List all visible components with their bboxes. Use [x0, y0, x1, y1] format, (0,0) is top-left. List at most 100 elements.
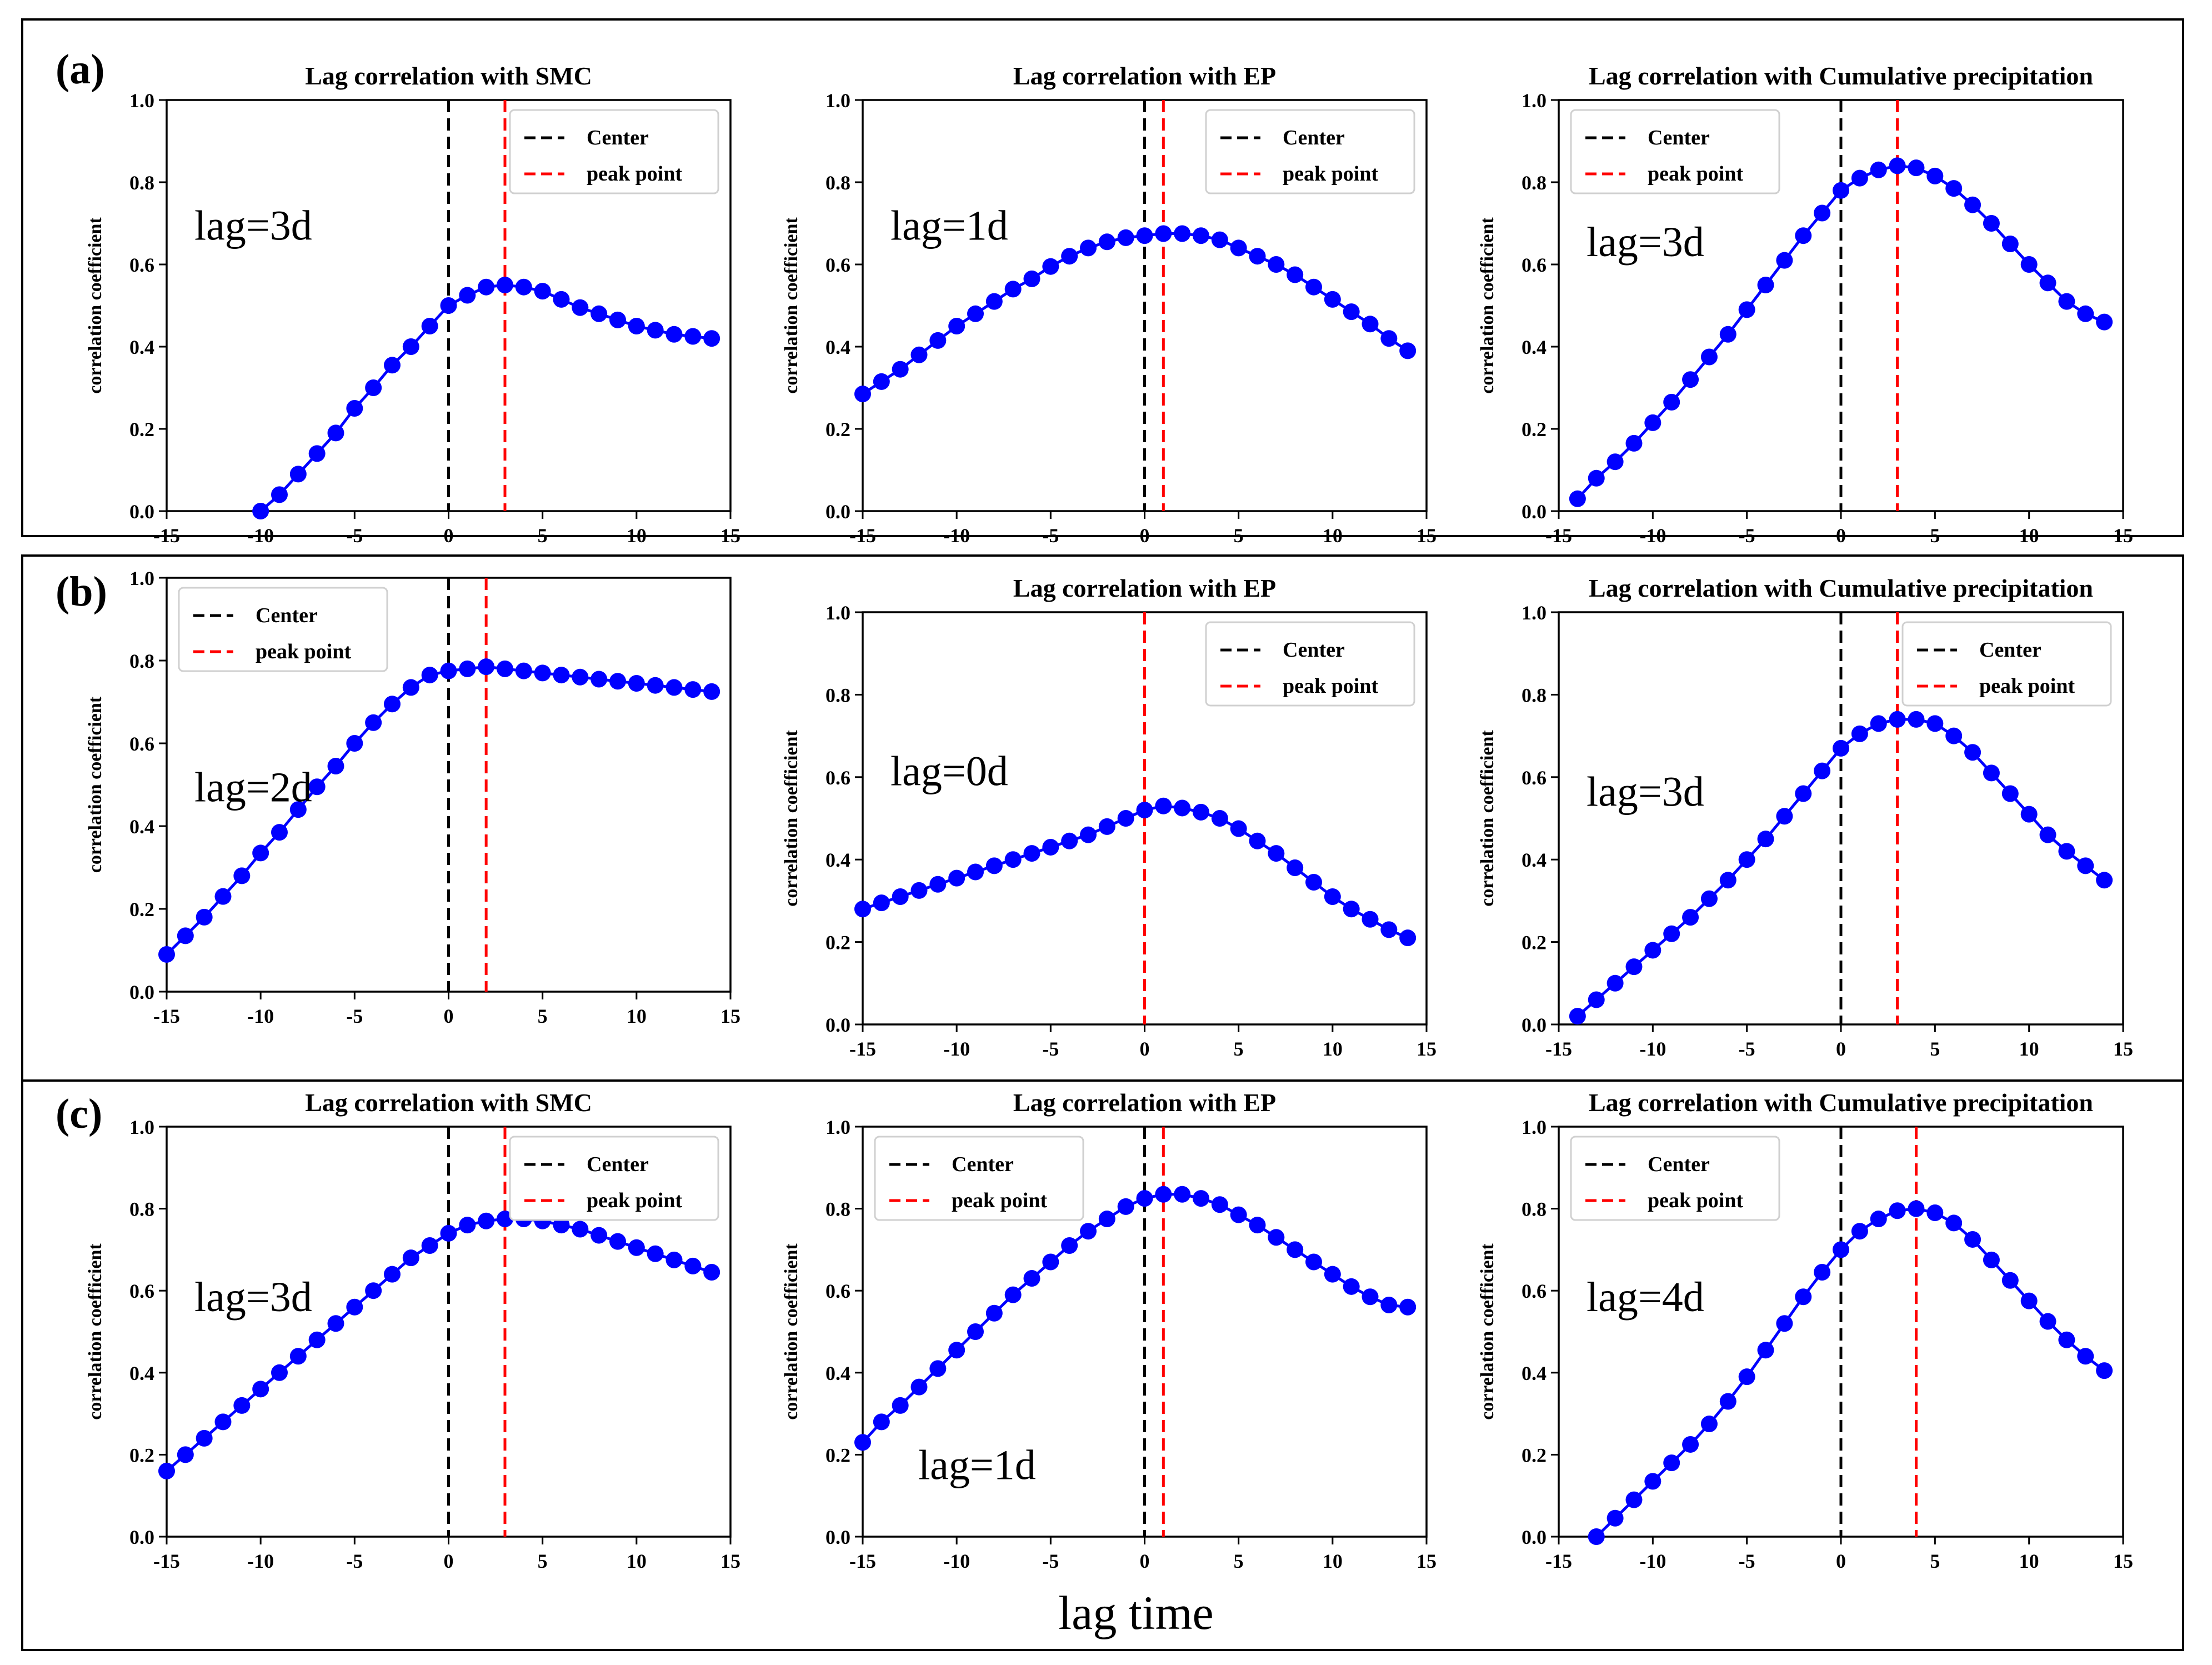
data-point — [308, 1331, 326, 1348]
data-point — [327, 1315, 344, 1332]
y-tick-label: 0.0 — [1522, 501, 1547, 523]
data-point — [1023, 845, 1040, 862]
x-tick-label: 0 — [1836, 1550, 1846, 1572]
data-point — [1983, 1251, 2000, 1268]
data-point — [233, 1397, 251, 1414]
x-tick-label: 0 — [1836, 1038, 1846, 1060]
data-point — [1814, 762, 1831, 779]
chart-title: Lag correlation with Cumulative precipit… — [1589, 574, 2093, 602]
data-point — [2077, 305, 2094, 322]
data-point — [1870, 1211, 1887, 1228]
data-point — [1004, 281, 1022, 298]
x-tick-label: 15 — [720, 1550, 740, 1572]
y-tick-label: 0.6 — [1522, 1280, 1547, 1302]
y-tick-label: 0.2 — [129, 1444, 154, 1466]
legend-center-label: Center — [587, 126, 649, 149]
data-point — [2058, 1331, 2075, 1348]
x-tick-label: 15 — [1417, 1038, 1437, 1060]
y-tick-label: 0.2 — [1522, 418, 1547, 441]
x-tick-label: 5 — [538, 1550, 548, 1572]
data-point — [1833, 739, 1849, 757]
panels: -15 -10 -5 0 5 10 15 0.0 0.2 0.4 0.6 0.8 1.0 correlat… — [85, 62, 2133, 1572]
data-point — [684, 328, 702, 345]
x-tick-label: 5 — [1930, 1550, 1940, 1572]
data-point — [1305, 874, 1322, 891]
y-tick-label: 0.6 — [825, 767, 850, 789]
data-point — [252, 844, 269, 862]
data-point — [1776, 252, 1793, 269]
y-tick-label: 0.0 — [825, 1014, 850, 1036]
data-point — [1964, 1231, 1981, 1248]
data-point — [1738, 851, 1755, 868]
data-point — [2001, 1272, 2019, 1289]
y-tick-label: 0.8 — [129, 172, 154, 194]
x-tick-label: 0 — [444, 1550, 454, 1572]
data-point — [402, 679, 419, 696]
data-point — [515, 278, 532, 296]
series-line — [1595, 1207, 2105, 1538]
data-point — [703, 1263, 720, 1281]
y-tick-label: 0.4 — [825, 336, 850, 358]
data-point — [873, 1413, 890, 1431]
data-point — [440, 1224, 457, 1242]
data-point — [1080, 239, 1097, 257]
data-point — [1851, 1223, 1868, 1240]
data-point — [1061, 1237, 1078, 1254]
data-point — [703, 330, 720, 347]
chart-title: Lag correlation with SMC — [305, 62, 592, 90]
data-point — [1061, 832, 1078, 849]
data-point — [929, 332, 947, 349]
data-point — [1362, 911, 1379, 928]
data-point — [1080, 826, 1097, 843]
y-axis-label: correlation coefficient — [781, 730, 802, 907]
y-tick-label: 0.4 — [1522, 336, 1547, 358]
data-point — [1719, 1393, 1736, 1410]
data-point — [1042, 258, 1059, 275]
data-point — [1136, 802, 1153, 819]
data-point — [628, 674, 645, 692]
data-point — [2039, 274, 2056, 292]
data-point — [1663, 1454, 1680, 1472]
data-point — [1945, 180, 1963, 197]
x-tick-label: 10 — [1323, 524, 1343, 547]
data-point — [1682, 371, 1699, 388]
data-point — [196, 908, 213, 926]
data-point — [1757, 1342, 1774, 1359]
chart-title: Lag correlation with Cumulative precipit… — [1589, 1088, 2093, 1117]
y-tick-label: 0.6 — [1522, 254, 1547, 276]
y-tick-label: 0.8 — [129, 1198, 154, 1221]
data-point — [1362, 1288, 1379, 1306]
data-point — [1964, 196, 1981, 213]
data-point — [1287, 266, 1304, 283]
x-tick-label: 5 — [1930, 524, 1940, 547]
row-frame-2 — [21, 1079, 2184, 1651]
x-tick-label: -10 — [247, 1005, 274, 1027]
data-point — [1625, 958, 1643, 976]
data-point — [2077, 857, 2094, 874]
data-point — [628, 318, 645, 334]
y-tick-label: 1.0 — [1522, 602, 1547, 624]
data-point — [2058, 293, 2075, 310]
data-point — [1249, 248, 1266, 265]
row-labels: (a) (b) (c) — [56, 46, 107, 1137]
panel-2-0: -15 -10 -5 0 5 10 15 0.0 0.2 0.4 0.6 0.8 1.0 correlat… — [85, 1088, 740, 1572]
data-point — [1230, 820, 1247, 837]
data-point — [1814, 204, 1831, 222]
x-tick-label: -5 — [1739, 1038, 1755, 1060]
data-point — [1343, 303, 1360, 321]
data-point — [1700, 1416, 1718, 1433]
y-tick-label: 0.4 — [825, 849, 850, 871]
data-point — [1926, 1204, 1944, 1221]
x-tick-label: 10 — [627, 524, 647, 547]
data-point — [1399, 1298, 1417, 1316]
legend-center-label: Center — [1283, 638, 1345, 662]
x-tick-label: -15 — [849, 1550, 876, 1572]
x-tick-label: 5 — [1234, 524, 1244, 547]
data-point — [515, 662, 532, 679]
lag-annotation: lag=0d — [890, 748, 1008, 795]
data-point — [1588, 1528, 1605, 1545]
x-tick-label: -10 — [247, 524, 274, 547]
data-point — [1983, 764, 2000, 782]
data-point — [684, 681, 702, 698]
